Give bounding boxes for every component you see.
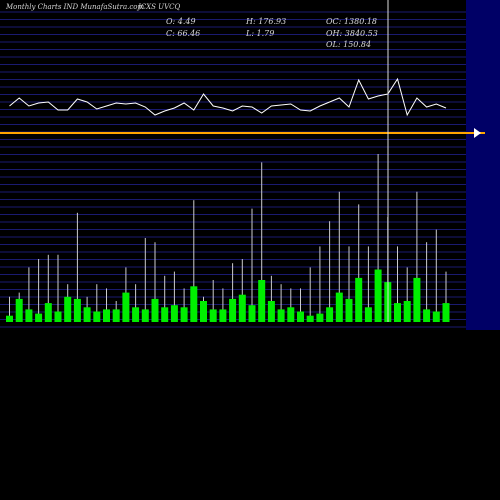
reference-marker bbox=[474, 128, 481, 138]
volume-bar bbox=[141, 309, 149, 322]
volume-bar bbox=[248, 305, 256, 322]
ol-value: OL: 150.84 bbox=[326, 40, 372, 49]
volume-bar bbox=[15, 298, 23, 322]
volume-bar bbox=[267, 301, 275, 322]
volume-bar bbox=[403, 301, 411, 322]
volume-bar bbox=[432, 311, 440, 322]
volume-bar bbox=[326, 307, 334, 322]
price-line bbox=[9, 77, 447, 117]
volume-bar bbox=[287, 307, 295, 322]
volume-bar bbox=[316, 313, 324, 322]
symbol-label: JCXS UVCQ bbox=[138, 3, 181, 11]
volume-bar bbox=[345, 298, 353, 322]
right-panel bbox=[466, 0, 500, 330]
volume-bar bbox=[64, 296, 72, 322]
volume-bar bbox=[364, 307, 372, 322]
volume-bar bbox=[44, 303, 52, 322]
volume-bar bbox=[374, 269, 382, 322]
volume-bar bbox=[219, 309, 227, 322]
volume-bar bbox=[442, 303, 450, 322]
open-value: O: 4.49 bbox=[166, 17, 196, 26]
volume-bar bbox=[190, 286, 198, 322]
volume-bar bbox=[151, 298, 159, 322]
volume-bar bbox=[306, 315, 314, 322]
volume-bar bbox=[413, 277, 421, 322]
volume-bar bbox=[103, 309, 110, 322]
volume-bar bbox=[132, 307, 140, 322]
low-value: L: 1.79 bbox=[246, 29, 275, 38]
volume-bar bbox=[54, 311, 62, 322]
volume-bar bbox=[73, 298, 81, 322]
source-title: Monthly Charts IND MunafaSutra.com bbox=[6, 3, 145, 11]
volume-bar bbox=[229, 298, 237, 322]
volume-bar bbox=[6, 315, 13, 322]
close-value: C: 66.46 bbox=[166, 29, 201, 38]
volume-bar bbox=[238, 294, 246, 322]
volume-bars bbox=[6, 269, 450, 322]
volume-bar bbox=[35, 313, 43, 322]
volume-bar bbox=[161, 307, 169, 322]
volume-bar bbox=[180, 307, 188, 322]
volume-bar bbox=[122, 292, 130, 322]
volume-bar bbox=[170, 305, 178, 322]
volume-bar bbox=[25, 309, 33, 322]
volume-bar bbox=[355, 277, 363, 322]
volume-bar bbox=[297, 311, 304, 322]
oh-value: OH: 3840.53 bbox=[326, 29, 378, 38]
volume-bar bbox=[209, 309, 217, 322]
volume-bar bbox=[394, 303, 401, 322]
volume-bar bbox=[277, 309, 285, 322]
volume-bar bbox=[112, 309, 120, 322]
oc-value: OC: 1380.18 bbox=[326, 17, 377, 26]
high-value: H: 176.93 bbox=[246, 17, 287, 26]
volume-bar bbox=[83, 307, 91, 322]
volume-bar bbox=[258, 280, 266, 322]
volume-bar bbox=[423, 309, 431, 322]
volume-bar bbox=[93, 311, 101, 322]
volume-bar bbox=[335, 292, 343, 322]
volume-bar bbox=[200, 301, 207, 322]
